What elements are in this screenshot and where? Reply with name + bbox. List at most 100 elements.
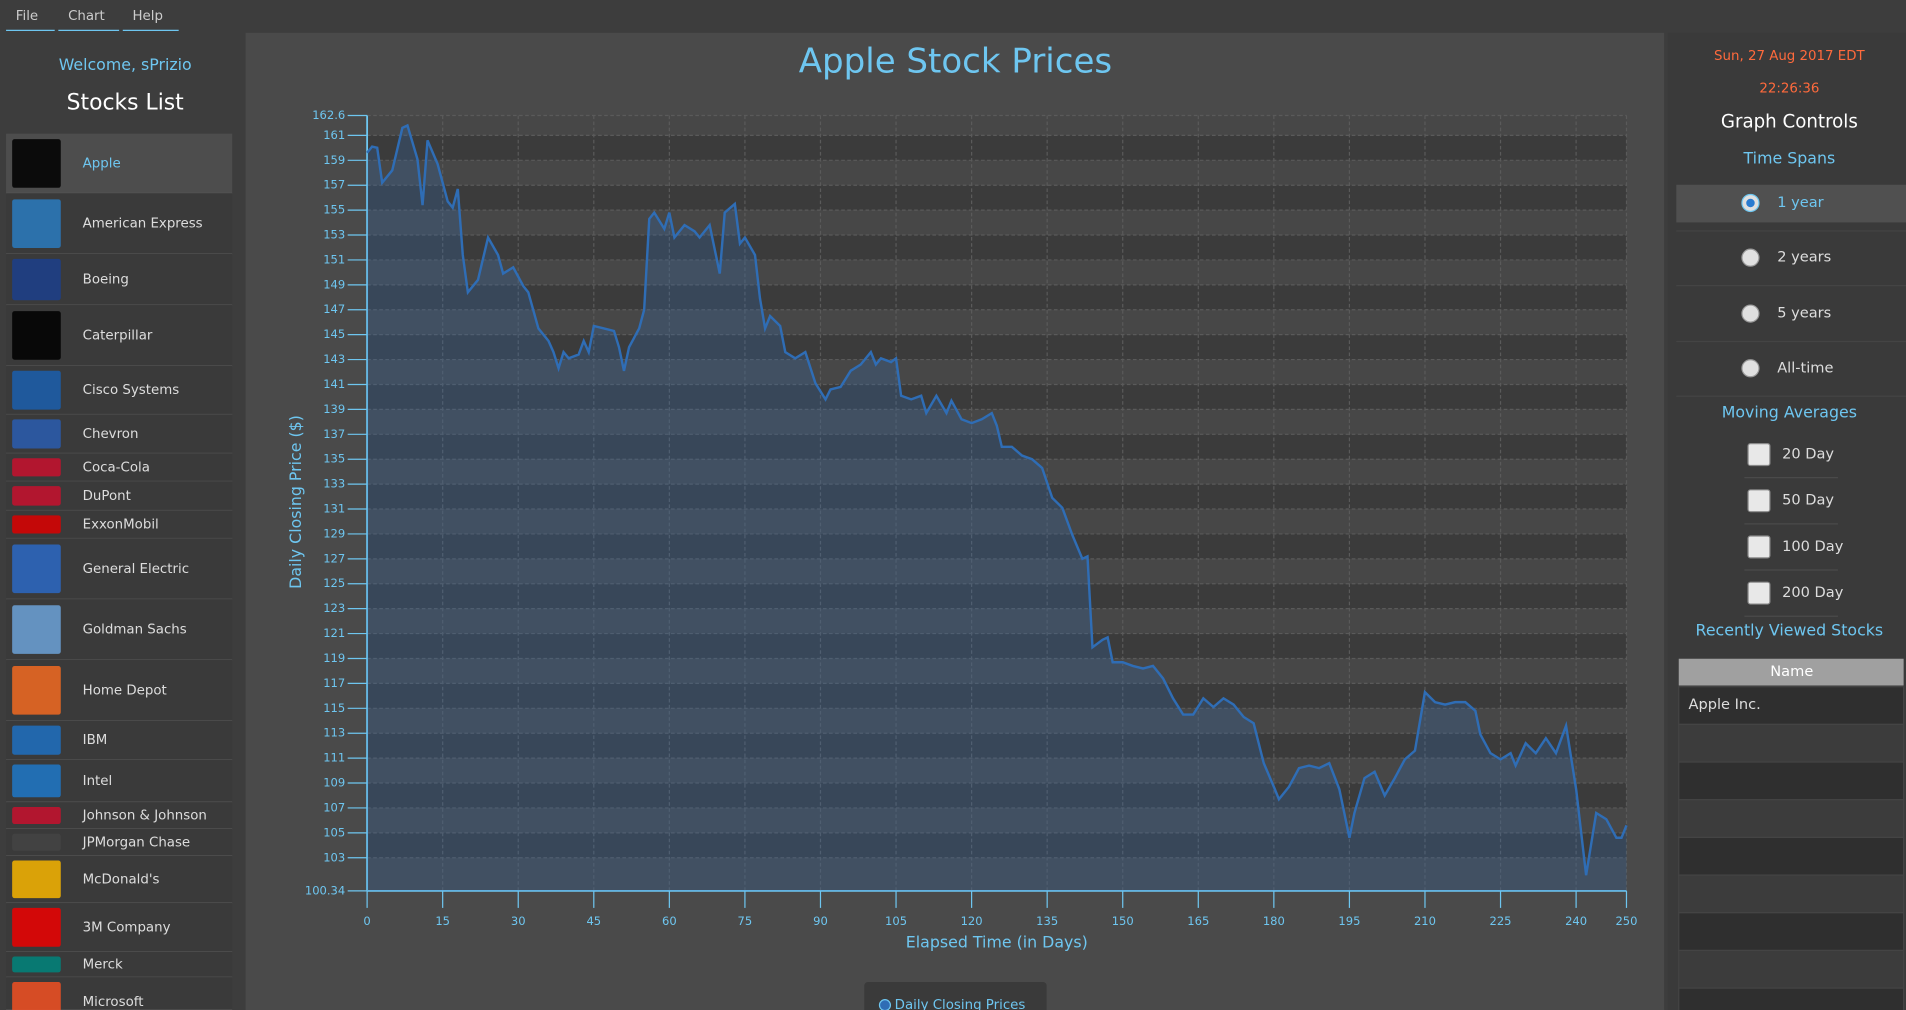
welcome: Welcome, sPrizio [59,55,192,74]
grid-band [367,115,1627,136]
checkbox[interactable] [1747,443,1771,467]
stock-name[interactable]: Cisco Systems [83,383,180,398]
stock-logo [12,139,61,188]
x-tick-label: 90 [813,914,828,928]
radio-label[interactable]: 1 year [1777,194,1823,211]
stock-logo [12,486,61,506]
y-tick-label: 162.6 [312,108,345,122]
stock-name[interactable]: Goldman Sachs [83,623,187,638]
stock-name[interactable]: Chevron [83,427,139,442]
stock-logo [12,725,61,755]
grid-band [367,857,1627,891]
x-tick-label: 165 [1187,914,1209,928]
table-row [1678,723,1905,763]
radio-label[interactable]: 5 years [1777,305,1831,322]
grid-band [367,783,1627,808]
stock-name[interactable]: Microsoft [83,995,144,1010]
stock-name[interactable]: Coca-Cola [83,460,150,475]
table-row[interactable] [1678,686,1905,725]
grid-band [367,832,1627,858]
y-tick-label: 147 [323,302,345,316]
y-tick-label: 113 [323,726,345,740]
x-tick-label: 30 [511,914,526,928]
y-tick-label: 139 [323,402,345,416]
stock-name[interactable]: Intel [83,774,113,789]
section-title: Recently Viewed Stocks [1696,620,1884,639]
stock-name[interactable]: Boeing [83,273,129,288]
y-tick-label: 105 [323,825,345,839]
radio-label[interactable]: 2 years [1777,249,1831,266]
x-tick-label: 45 [586,914,601,928]
grid-band [367,384,1627,410]
checkbox-label[interactable]: 100 Day [1782,538,1844,555]
y-tick-label: 119 [323,651,345,665]
x-tick-label: 15 [435,914,450,928]
stock-name[interactable]: Merck [83,957,123,972]
grid-band [367,633,1627,659]
controls-title: Graph Controls [1721,112,1858,133]
menu-item[interactable]: File [16,9,38,24]
stock-name[interactable]: American Express [83,217,203,232]
y-tick-label: 117 [323,676,345,690]
radio-button[interactable] [1741,359,1760,378]
stocks-title: Stocks List [67,90,184,115]
checkbox-label[interactable]: 20 Day [1782,446,1834,463]
x-tick-label: 250 [1615,914,1637,928]
y-tick-label: 121 [323,626,345,640]
y-tick-label: 127 [323,551,345,565]
grid-band [367,608,1627,634]
checkbox-label[interactable]: 200 Day [1782,584,1844,601]
stock-logo [12,419,61,449]
y-tick-label: 141 [323,377,345,391]
table-header [1678,658,1904,686]
checkbox[interactable] [1747,535,1771,559]
stock-name[interactable]: Home Depot [83,683,167,698]
stock-logo [12,833,61,851]
menu-item[interactable]: Help [133,9,163,24]
legend-swatch [878,999,892,1010]
grid-band [367,210,1627,236]
x-tick-label: 210 [1414,914,1436,928]
y-axis-label: Daily Closing Price ($) [286,415,305,589]
stock-name[interactable]: General Electric [83,562,189,577]
x-tick-label: 135 [1036,914,1058,928]
grid-band [367,160,1627,186]
table-cell[interactable]: Apple Inc. [1688,696,1760,713]
line [366,123,1628,876]
menu-item[interactable]: Chart [68,9,105,24]
checkbox[interactable] [1747,581,1771,605]
stock-name[interactable]: Johnson & Johnson [82,809,207,824]
stock-name[interactable]: IBM [83,733,108,748]
checkbox-label[interactable]: 50 Day [1782,492,1834,509]
stock-name[interactable]: JPMorgan Chase [82,835,191,850]
y-tick-label: 151 [323,252,345,266]
stock-logo [12,458,61,477]
area-fill [367,125,1627,891]
radio-button[interactable] [1741,304,1760,323]
y-tick-label: 107 [323,800,345,814]
stock-name[interactable]: Apple [83,156,121,171]
x-tick-label: 0 [363,914,370,928]
stock-name[interactable]: 3M Company [83,920,171,935]
table-row [1678,874,1905,914]
radio-button[interactable] [1741,248,1760,267]
radio-label[interactable]: All-time [1777,359,1833,376]
stock-name[interactable]: ExxonMobil [83,517,159,532]
y-tick-label: 133 [323,477,345,491]
stock-logo [12,764,61,798]
x-tick-label: 240 [1565,914,1587,928]
stock-name[interactable]: DuPont [83,489,131,504]
table-row [1678,836,1905,876]
y-tick-label: 153 [323,228,345,242]
stock-name[interactable]: Caterpillar [83,328,153,343]
checkbox[interactable] [1747,489,1771,513]
y-tick-label: 161 [323,128,345,142]
grid-band [367,807,1627,833]
table-row [1678,799,1905,839]
x-axis-label: Elapsed Time (in Days) [906,933,1088,952]
stock-logo [12,982,61,1010]
stock-logo [12,515,61,534]
stock-name[interactable]: McDonald's [83,872,160,887]
y-tick-label: 131 [323,502,345,516]
